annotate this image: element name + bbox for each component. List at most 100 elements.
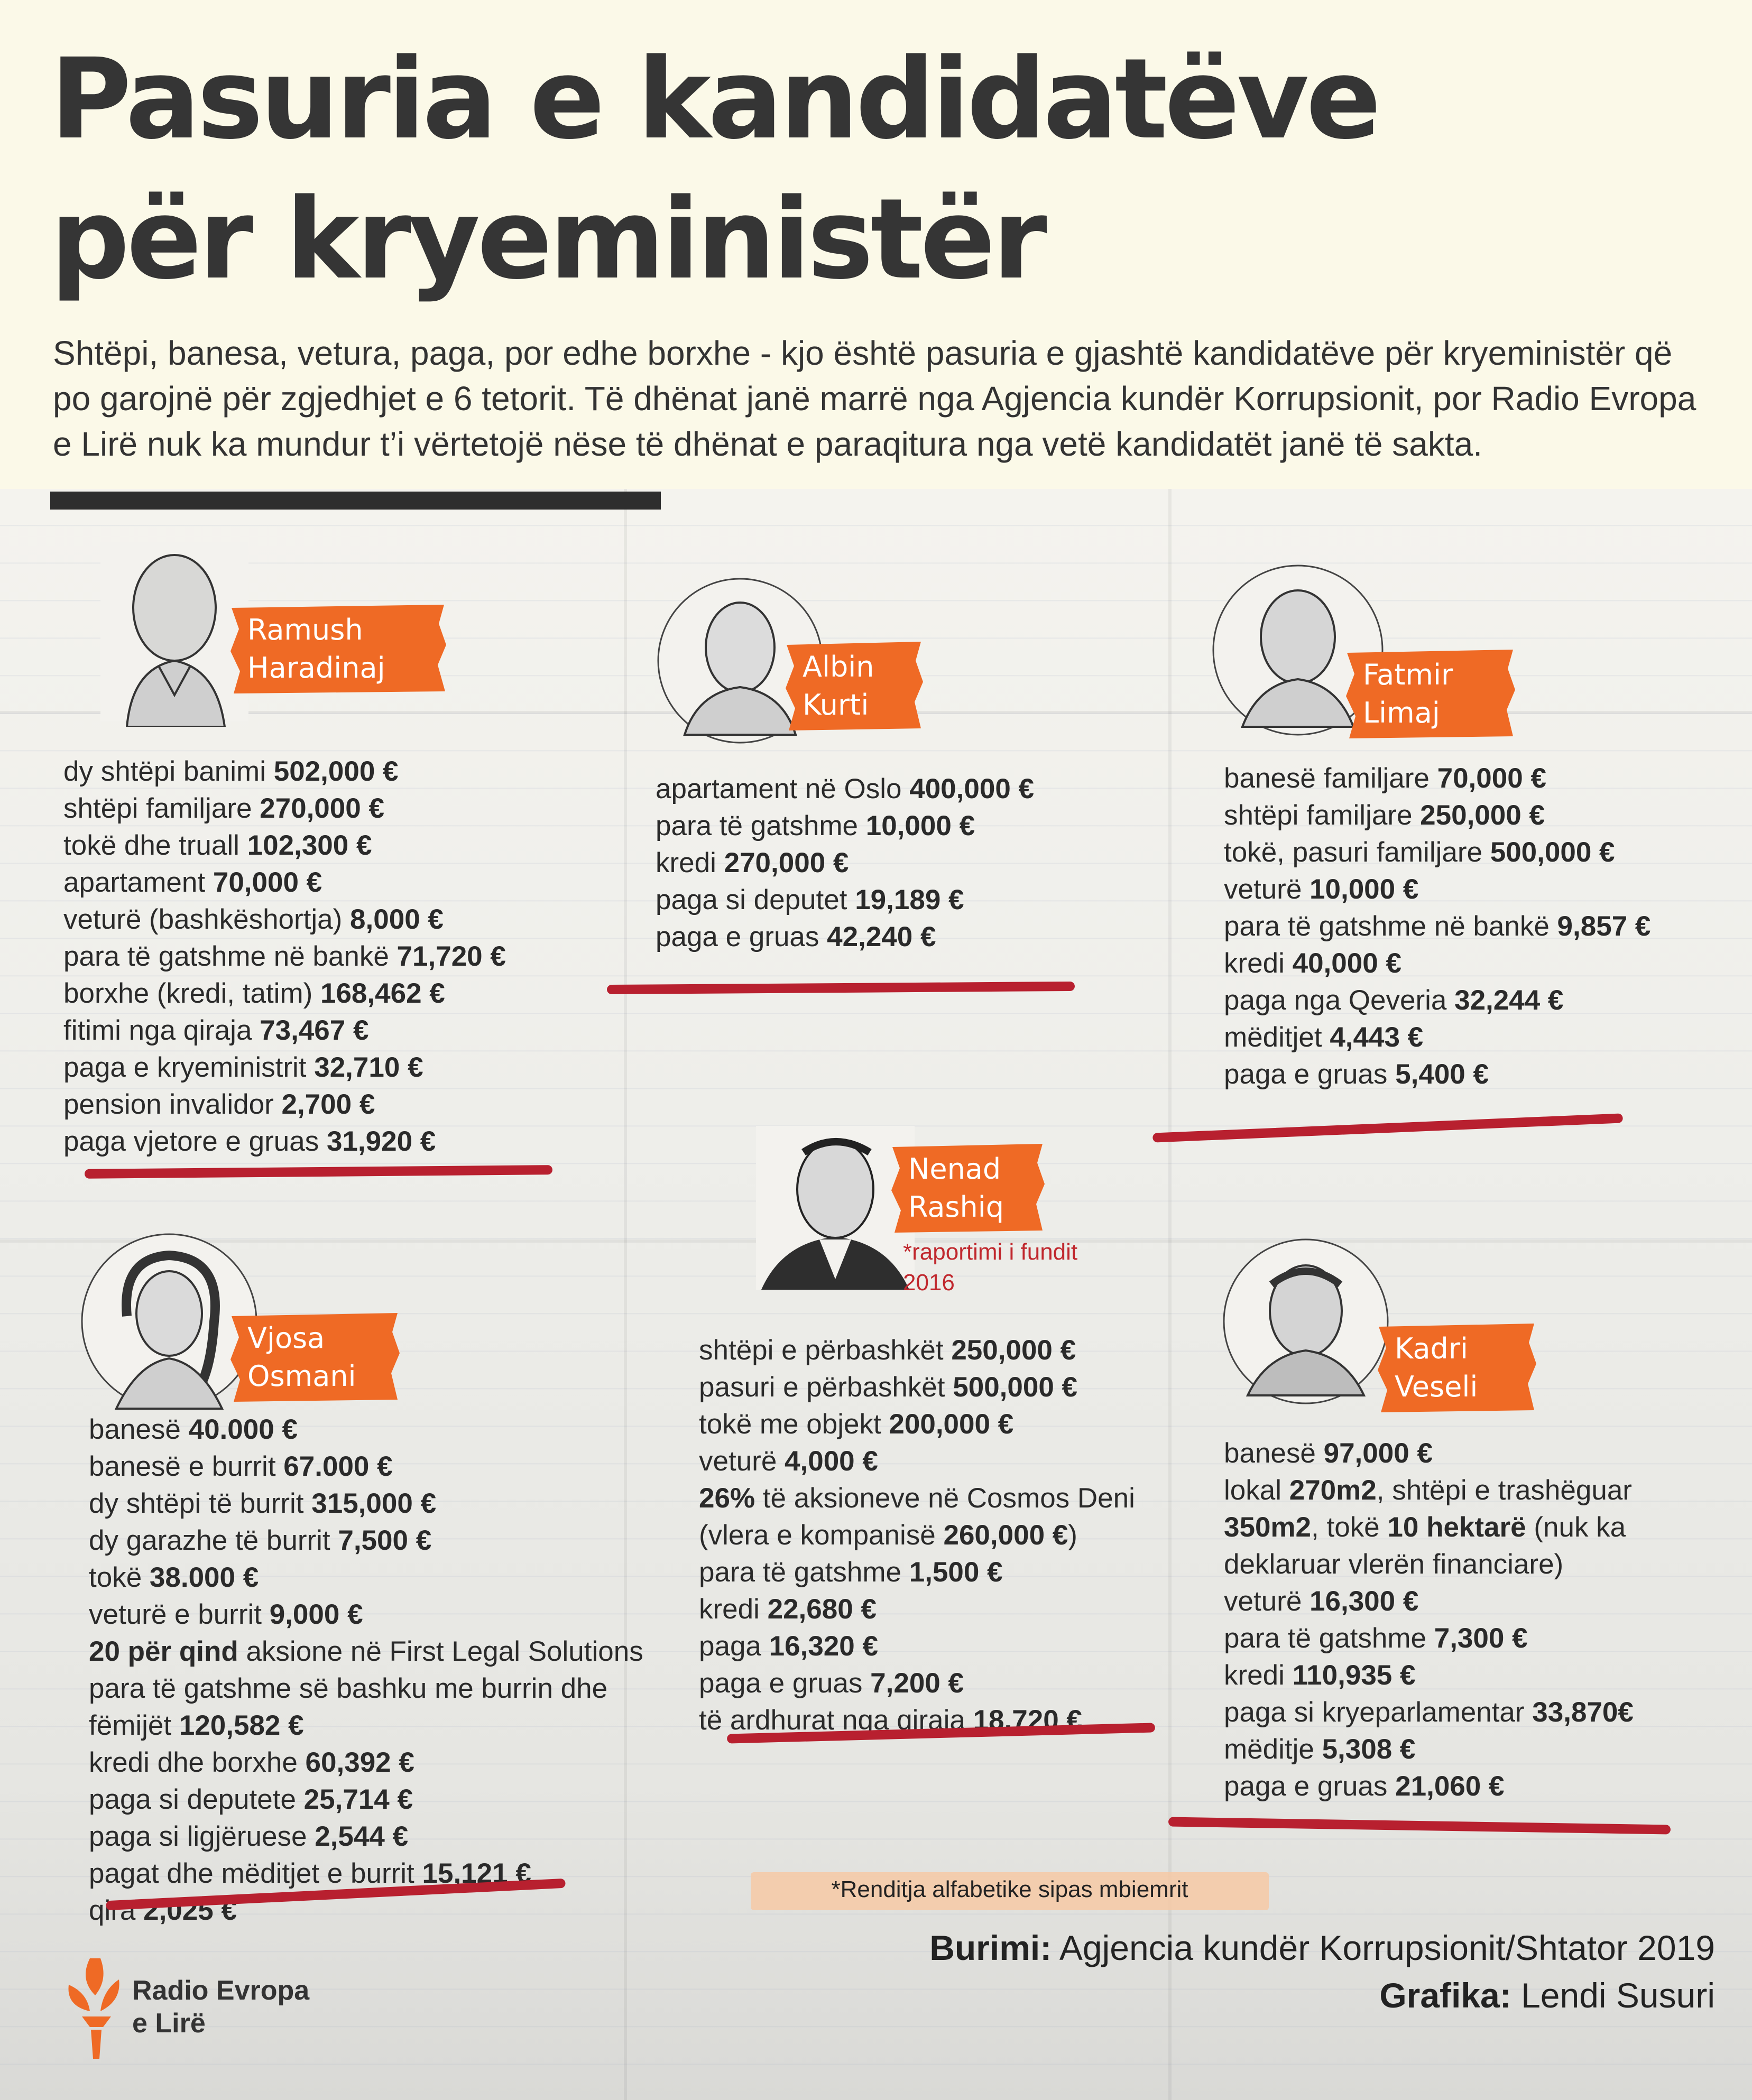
portrait-sketch-icon xyxy=(100,542,248,727)
source-text: Agjencia kundër Korrupsionit/Shtator 201… xyxy=(1052,1928,1715,1967)
asset-item: para të gatshme në bankë 71,720 € xyxy=(63,938,506,975)
asset-value: 25,714 € xyxy=(303,1784,413,1815)
name-tag-osmani: Vjosa Osmani xyxy=(227,1311,402,1403)
asset-label: aksione në First Legal Solutions xyxy=(238,1636,643,1667)
asset-value: 21,060 € xyxy=(1395,1771,1505,1802)
asset-value: 260,000 € xyxy=(943,1520,1068,1551)
asset-value: 19,189 € xyxy=(855,884,964,915)
asset-value: 270,000 € xyxy=(260,793,384,824)
asset-item: paga e kryeministrit 32,710 € xyxy=(63,1049,506,1086)
asset-value: 97,000 € xyxy=(1323,1438,1433,1469)
asset-value: 7,300 € xyxy=(1434,1623,1528,1654)
asset-value: 4,000 € xyxy=(785,1446,878,1477)
asset-item: para të gatshme në bankë 9,857 € xyxy=(1224,908,1650,945)
asset-value: 2,700 € xyxy=(281,1089,375,1120)
asset-value: 9,857 € xyxy=(1557,911,1651,942)
asset-item: tokë, pasuri familjare 500,000 € xyxy=(1224,834,1650,871)
asset-label: shtëpi familjare xyxy=(1224,800,1421,831)
asset-label: tokë, pasuri familjare xyxy=(1224,837,1490,868)
asset-label: , shtëpi e trashëguar xyxy=(1376,1475,1632,1506)
asset-value: 8,000 € xyxy=(350,904,444,935)
asset-value: 502,000 € xyxy=(273,756,399,787)
asset-label: tokë me objekt xyxy=(699,1409,889,1440)
asset-label: dy garazhe të burrit xyxy=(89,1525,338,1556)
asset-value: 250,000 € xyxy=(951,1335,1076,1366)
asset-label: (vlera e kompanisë xyxy=(699,1520,944,1551)
asset-item: pension invalidor 2,700 € xyxy=(63,1086,506,1123)
name-tag-kurti: Albin Kurti xyxy=(782,640,925,732)
asset-value: 102,300 € xyxy=(247,830,372,861)
asset-value: 40.000 € xyxy=(188,1414,298,1445)
asset-label: tokë dhe truall xyxy=(63,830,247,861)
asset-label: paga si kryeparlamentar xyxy=(1224,1697,1533,1728)
logo-line: Radio Evropa xyxy=(132,1975,310,2006)
asset-item: mëditjet 4,443 € xyxy=(1224,1019,1650,1056)
name-line: Nenad xyxy=(908,1152,1001,1186)
asset-item: para të gatshme 10,000 € xyxy=(656,808,1034,845)
asset-label: apartament në Oslo xyxy=(656,773,910,804)
source-label: Burimi: xyxy=(929,1928,1052,1967)
asset-label: veturë (bashkëshortja) xyxy=(63,904,351,935)
name-line: Vjosa xyxy=(247,1321,325,1355)
assets-list-rashiq: shtëpi e përbashkët 250,000 € pasuri e pë… xyxy=(699,1332,1135,1739)
name-line: Albin xyxy=(803,650,874,683)
asset-item: deklaruar vlerën financiare) xyxy=(1224,1546,1634,1583)
asset-value: 250,000 € xyxy=(1420,800,1545,831)
name-line: Osmani xyxy=(247,1359,356,1393)
asset-item: pasuri e përbashkët 500,000 € xyxy=(699,1369,1135,1406)
asset-value: 20 për qind xyxy=(89,1636,238,1667)
asset-value: 400,000 € xyxy=(909,773,1035,804)
asset-value: 73,467 € xyxy=(260,1015,369,1046)
asset-value: 7,200 € xyxy=(870,1668,964,1699)
asset-value: 31,920 € xyxy=(326,1126,436,1157)
asset-label: të aksioneve në Cosmos Deni xyxy=(755,1483,1135,1514)
intro-paragraph: Shtëpi, banesa, vetura, paga, por edhe b… xyxy=(53,334,1696,463)
assets-list-haradinaj: dy shtëpi banimi 502,000 € shtëpi familja… xyxy=(63,753,506,1160)
candidate-name: Albin Kurti xyxy=(803,648,920,724)
asset-value: 2,544 € xyxy=(315,1821,409,1852)
asset-label: veturë xyxy=(1224,874,1310,905)
asset-label: kredi xyxy=(656,847,724,878)
asset-item: banesë 97,000 € xyxy=(1224,1435,1634,1472)
asset-value: 60,392 € xyxy=(305,1747,414,1778)
asset-label: veturë xyxy=(699,1446,785,1477)
asset-label: , tokë xyxy=(1311,1512,1388,1543)
asset-item: paga e gruas 21,060 € xyxy=(1224,1768,1634,1805)
candidate-name: Nenad Rashiq xyxy=(908,1150,1041,1226)
asset-value: 38.000 € xyxy=(149,1562,259,1593)
asset-value: 270,000 € xyxy=(724,847,849,878)
footnote-line: 2016 xyxy=(903,1270,955,1296)
asset-label: paga nga Qeveria xyxy=(1224,985,1455,1016)
asset-label: banesë e burrit xyxy=(89,1451,284,1482)
asset-value: 168,462 € xyxy=(320,978,445,1009)
asset-label: banesë xyxy=(1224,1438,1324,1469)
asset-value: 1,500 € xyxy=(909,1557,1003,1588)
asset-item: tokë dhe truall 102,300 € xyxy=(63,827,506,864)
source-line: Burimi: Agjencia kundër Korrupsionit/Sht… xyxy=(929,1924,1715,1972)
asset-value: 10 hektarë xyxy=(1387,1512,1526,1543)
assets-list-veseli: banesë 97,000 € lokal 270m2, shtëpi e tra… xyxy=(1224,1435,1634,1805)
asset-value: 71,720 € xyxy=(396,941,506,972)
portrait-sketch-icon xyxy=(1212,565,1384,736)
name-line: Fatmir xyxy=(1363,658,1453,691)
brush-stroke-tag-icon xyxy=(891,1144,1045,1233)
asset-label: kredi xyxy=(699,1594,768,1625)
asset-item: shtëpi familjare 270,000 € xyxy=(63,790,506,827)
asset-value: 315,000 € xyxy=(311,1488,437,1519)
asset-item: dy shtëpi të burrit 315,000 € xyxy=(89,1485,643,1522)
asset-item: paga e gruas 42,240 € xyxy=(656,919,1034,956)
asset-label: paga e kryeministrit xyxy=(63,1052,315,1083)
graphics-text: Lendi Susuri xyxy=(1511,1976,1715,2015)
brush-stroke-tag-icon xyxy=(230,605,446,693)
asset-value: 5,308 € xyxy=(1322,1734,1416,1765)
asset-item: shtëpi e përbashkët 250,000 € xyxy=(699,1332,1135,1369)
asset-item: kredi 40,000 € xyxy=(1224,945,1650,982)
asset-item: paga si deputete 25,714 € xyxy=(89,1781,643,1818)
asset-label: paga si ligjëruese xyxy=(89,1821,315,1852)
asset-item: kredi 22,680 € xyxy=(699,1591,1135,1628)
name-line: Rashiq xyxy=(908,1190,1004,1224)
alphabetical-note-text: *Renditja alfabetike sipas mbiemrit xyxy=(831,1876,1188,1902)
asset-label: paga xyxy=(699,1631,769,1662)
graphics-line: Grafika: Lendi Susuri xyxy=(929,1972,1715,2019)
asset-item: paga nga Qeveria 32,244 € xyxy=(1224,982,1650,1019)
